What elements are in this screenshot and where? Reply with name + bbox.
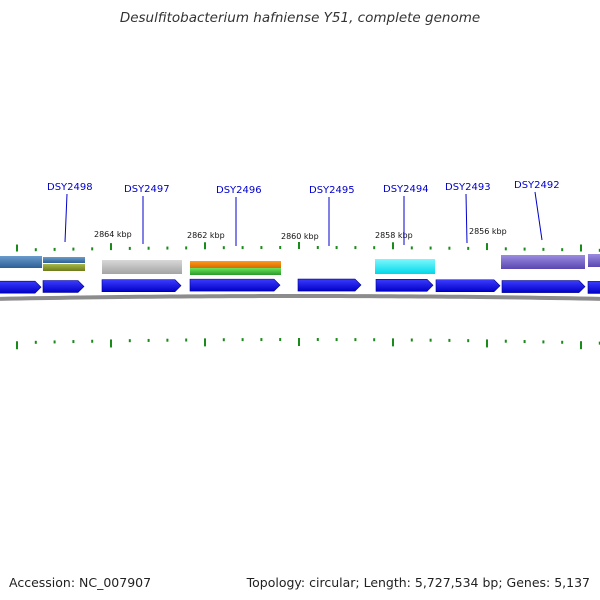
gene-leader-line	[465, 193, 468, 244]
kbp-label: 2862 kbp	[187, 231, 225, 240]
tick-marks-upper	[16, 242, 600, 252]
gene-labels: DSY2498 DSY2497 DSY2496 DSY2495 DSY2494 DSY24…	[47, 180, 560, 246]
gene-label: DSY2495	[309, 185, 355, 196]
feature-bar	[190, 261, 281, 268]
gene-leader-line	[64, 193, 68, 243]
feature-bar	[0, 256, 42, 268]
map-title: Desulfitobacterium hafniense Y51, comple…	[119, 10, 481, 26]
cds-arrow	[101, 279, 182, 292]
gene-label: DSY2492	[514, 180, 560, 191]
accession-text: Accession: NC_007907	[9, 575, 152, 590]
feature-bar	[102, 260, 182, 274]
kbp-scale-labels: 2864 kbp 2862 kbp 2860 kbp 2858 kbp 2856 kbp	[94, 227, 507, 241]
gene-leader-line	[534, 191, 543, 241]
kbp-label: 2856 kbp	[469, 227, 507, 236]
gene-label: DSY2498	[47, 182, 93, 193]
cds-arrows	[0, 278, 600, 294]
cds-arrow	[297, 278, 362, 292]
feature-bar	[588, 254, 600, 267]
cds-arrow	[375, 278, 434, 292]
feature-bar	[501, 255, 585, 269]
gene-label: DSY2493	[445, 182, 491, 193]
cds-arrow	[0, 280, 42, 294]
cds-arrow	[587, 281, 600, 294]
feature-bar	[43, 264, 85, 271]
gene-label: DSY2496	[216, 185, 262, 196]
genome-summary: Topology: circular; Length: 5,727,534 bp…	[246, 575, 590, 590]
cds-arrow	[42, 280, 85, 293]
gene-label: DSY2494	[383, 184, 429, 195]
kbp-label: 2860 kbp	[281, 232, 319, 241]
feature-bar	[190, 268, 281, 275]
feature-bar	[375, 259, 435, 274]
tick-marks-lower	[16, 338, 600, 350]
genome-backbone	[0, 293, 600, 301]
feature-bar	[43, 257, 85, 263]
cds-arrow	[435, 279, 501, 293]
backbone-line	[0, 293, 600, 301]
gene-label: DSY2497	[124, 184, 170, 195]
cds-arrow	[189, 278, 281, 292]
cds-arrow	[501, 280, 586, 293]
feature-tracks	[0, 254, 600, 275]
kbp-label: 2858 kbp	[375, 231, 413, 240]
kbp-label: 2864 kbp	[94, 230, 132, 239]
